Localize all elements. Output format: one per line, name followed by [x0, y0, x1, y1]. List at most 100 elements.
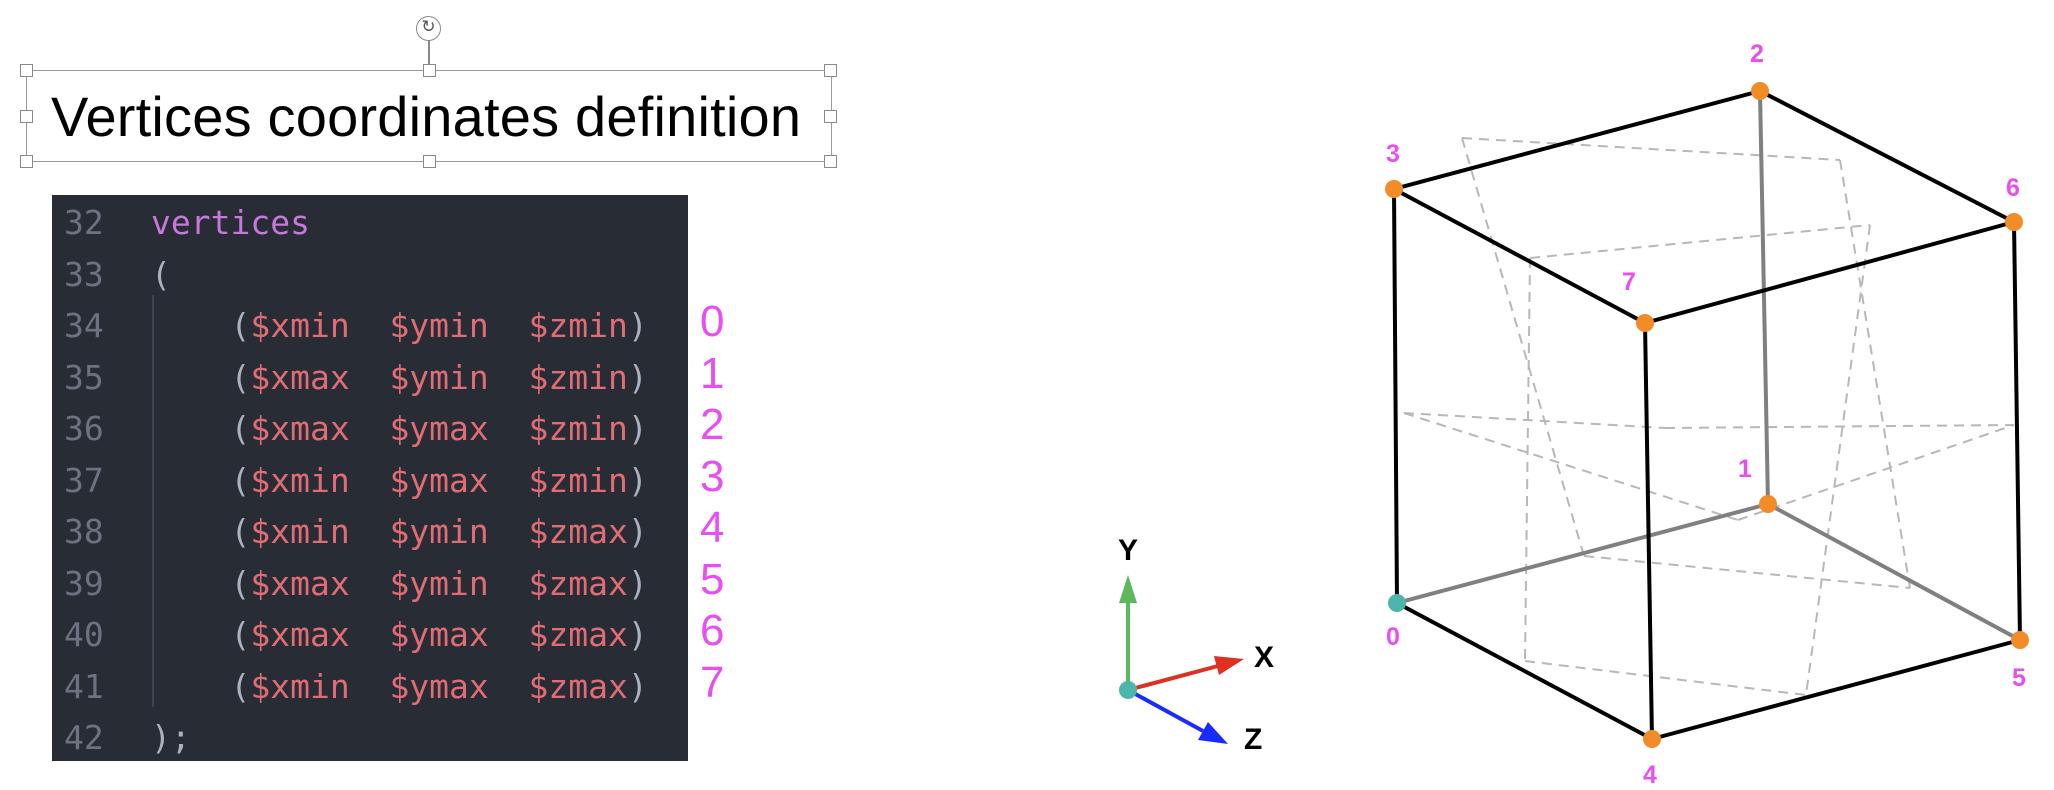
code-token: $xmax: [250, 357, 350, 397]
vertex-index-label: 6: [700, 606, 725, 655]
resize-handle-top-right[interactable]: [824, 64, 837, 77]
line-number: 39: [64, 563, 104, 603]
cube-visible-edges: [1392, 89, 2022, 741]
code-token: $xmax: [250, 409, 350, 448]
code-token: vertices: [151, 203, 310, 242]
cube-vertex-4: [1643, 730, 1661, 748]
code-token: ): [627, 460, 648, 500]
code-line[interactable]: 41 ($xmin $ymax $zmax): [52, 661, 688, 713]
rotate-icon[interactable]: ↻: [416, 16, 441, 41]
vertex-index-label: 5: [700, 554, 725, 604]
line-number: 40: [64, 615, 104, 654]
line-code: ($xmax $ymax $zmin): [151, 403, 647, 455]
line-number: 37: [64, 460, 104, 500]
vertex-index-label: 7: [700, 657, 725, 707]
code-token: $xmin: [250, 666, 350, 706]
cube-vertex-label-3: 3: [1386, 140, 1400, 168]
resize-handle-top-left[interactable]: [20, 64, 33, 77]
vertex-index-label: 0: [700, 297, 725, 346]
code-token: $xmin: [250, 460, 350, 500]
code-editor[interactable]: 32 vertices 33(34 ($xmin $ymin $zmin) 35 ($…: [52, 195, 688, 761]
code-token: ): [627, 563, 648, 603]
code-token: (: [151, 254, 171, 294]
code-line[interactable]: 32 vertices: [52, 197, 688, 249]
indent-guide: [152, 295, 154, 707]
line-code: );: [151, 712, 191, 764]
code-token: (: [151, 512, 251, 551]
cube-vertex-5: [2011, 631, 2029, 649]
code-token: $ymax: [389, 666, 489, 706]
code-line[interactable]: 42);: [52, 712, 688, 764]
page-title: Vertices coordinates definition: [51, 85, 802, 148]
code-line[interactable]: 37 ($xmin $ymax $zmin): [52, 455, 688, 507]
x-axis-line: [1127, 664, 1219, 692]
code-token: (: [151, 666, 251, 706]
code-line[interactable]: 35 ($xmax $ymin $zmin): [52, 352, 688, 404]
cube-vertex-label-5: 5: [2012, 664, 2026, 692]
line-number: 35: [64, 357, 104, 397]
code-line[interactable]: 33 (: [52, 249, 688, 301]
line-number: 36: [64, 409, 104, 448]
cube-vertex-label-2: 2: [1750, 40, 1764, 68]
title-text-box[interactable]: Vertices coordinates definition: [20, 64, 837, 168]
line-code: ($xmax $ymin $zmax): [151, 558, 648, 610]
line-number: 33: [64, 254, 104, 294]
code-line[interactable]: 34 ($xmin $ymin $zmin): [52, 300, 688, 352]
code-line[interactable]: 39 ($xmax $ymin $zmax): [52, 558, 688, 610]
code-token: ): [627, 357, 648, 397]
code-line[interactable]: 36 ($xmax $ymax $zmin): [52, 403, 688, 455]
cube-vertex-label-0: 0: [1386, 623, 1400, 651]
code-token: (: [151, 615, 251, 654]
axis-origin-dot: [1119, 681, 1137, 699]
resize-handle-bottom-middle[interactable]: [423, 155, 436, 168]
code-token: $ymin: [389, 512, 489, 551]
cube-vertex-3: [1385, 180, 1403, 198]
z-axis-label: Z: [1244, 723, 1262, 756]
line-code: vertices: [151, 197, 310, 249]
resize-handle-bottom-left[interactable]: [20, 155, 33, 168]
code-token: $xmax: [250, 615, 350, 654]
code-token: $xmin: [250, 306, 350, 345]
vertex-index-label: 1: [700, 348, 725, 398]
resize-handle-middle-right[interactable]: [824, 110, 837, 123]
line-number: 34: [64, 306, 104, 345]
cube-hidden-edges: [1396, 90, 2021, 642]
cube-vertex-1: [1759, 495, 1777, 513]
code-token: ): [627, 306, 648, 345]
line-number: 32: [64, 203, 104, 242]
line-number: 41: [64, 666, 104, 706]
code-token: $ymin: [389, 357, 489, 397]
cube-vertex-label-7: 7: [1622, 268, 1636, 296]
code-token: $zmax: [528, 666, 628, 706]
line-code: ($xmax $ymin $zmin): [151, 352, 648, 404]
resize-handle-bottom-right[interactable]: [824, 155, 837, 168]
line-code: ($xmin $ymax $zmin): [151, 455, 648, 507]
x-axis-arrowhead: [1214, 656, 1244, 675]
resize-handle-top-middle[interactable]: [423, 64, 436, 77]
code-token: $zmax: [528, 563, 628, 603]
line-number: 38: [64, 512, 104, 551]
cube-subdivision-grid: [1403, 137, 2015, 696]
code-token: $xmin: [250, 512, 350, 551]
resize-handle-middle-left[interactable]: [20, 110, 33, 123]
line-code: ($xmin $ymax $zmax): [151, 661, 648, 713]
code-token: $zmin: [528, 460, 628, 500]
vertex-index-label: 2: [700, 400, 725, 449]
cube-vertex-label-6: 6: [2006, 174, 2020, 202]
code-line[interactable]: 40 ($xmax $ymax $zmax): [52, 609, 688, 661]
code-token: (: [151, 306, 251, 345]
code-token: $ymax: [389, 409, 489, 448]
cube-vertex-7: [1636, 314, 1654, 332]
code-line[interactable]: 38 ($xmin $ymin $zmax): [52, 506, 688, 558]
code-token: $ymin: [389, 563, 489, 603]
code-token: $ymax: [389, 615, 489, 654]
cube-vertex-0: [1388, 594, 1406, 612]
code-token: ): [627, 666, 648, 706]
code-token: (: [151, 357, 251, 397]
y-axis-label: Y: [1118, 534, 1138, 567]
rotate-stem: [428, 38, 430, 70]
cube-vertex-label-4: 4: [1643, 761, 1657, 789]
code-token: ): [627, 615, 648, 654]
